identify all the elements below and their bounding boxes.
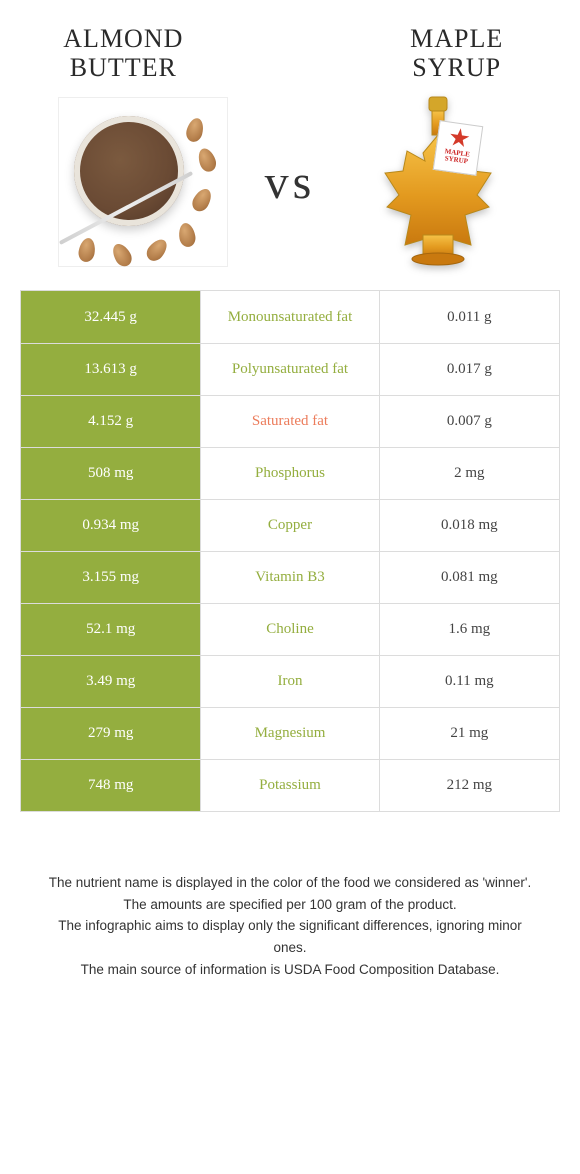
- nutrient-name: Choline: [200, 604, 379, 655]
- left-food-image: [40, 92, 245, 272]
- note-line: The infographic aims to display only the…: [40, 915, 540, 958]
- left-title-col: Almond butter: [40, 25, 207, 82]
- right-value: 0.11 mg: [380, 656, 559, 707]
- nutrient-name: Magnesium: [200, 708, 379, 759]
- almond-icon: [184, 117, 206, 144]
- table-row: 0.934 mgCopper0.018 mg: [21, 499, 559, 551]
- table-row: 3.49 mgIron0.11 mg: [21, 655, 559, 707]
- almond-icon: [77, 237, 97, 263]
- right-value: 1.6 mg: [380, 604, 559, 655]
- almond-butter-graphic: [58, 97, 228, 267]
- almond-icon: [189, 186, 215, 215]
- table-row: 52.1 mgCholine1.6 mg: [21, 603, 559, 655]
- note-line: The nutrient name is displayed in the co…: [40, 872, 540, 894]
- nutrient-name: Vitamin B3: [200, 552, 379, 603]
- left-value: 3.155 mg: [21, 552, 200, 603]
- table-row: 3.155 mgVitamin B30.081 mg: [21, 551, 559, 603]
- bowl-icon: [74, 116, 184, 226]
- left-value: 3.49 mg: [21, 656, 200, 707]
- footer-notes: The nutrient name is displayed in the co…: [0, 812, 580, 980]
- table-row: 279 mgMagnesium21 mg: [21, 707, 559, 759]
- left-value: 508 mg: [21, 448, 200, 499]
- right-value: 0.017 g: [380, 344, 559, 395]
- almond-icon: [195, 146, 218, 174]
- left-value: 13.613 g: [21, 344, 200, 395]
- left-value: 32.445 g: [21, 291, 200, 343]
- note-line: The amounts are specified per 100 gram o…: [40, 894, 540, 916]
- images-row: vs MAPLE SYRUP: [0, 92, 580, 290]
- maple-bottle-icon: [373, 95, 503, 270]
- nutrient-name: Polyunsaturated fat: [200, 344, 379, 395]
- right-value: 0.018 mg: [380, 500, 559, 551]
- almond-icon: [143, 236, 171, 265]
- right-value: 0.007 g: [380, 396, 559, 447]
- left-value: 4.152 g: [21, 396, 200, 447]
- table-row: 748 mgPotassium212 mg: [21, 759, 559, 811]
- table-row: 32.445 gMonounsaturated fat0.011 g: [21, 291, 559, 343]
- nutrient-name: Copper: [200, 500, 379, 551]
- vs-label: vs: [245, 155, 335, 210]
- nutrient-name: Phosphorus: [200, 448, 379, 499]
- bottle-tag: MAPLE SYRUP: [432, 120, 483, 176]
- almond-icon: [177, 222, 197, 248]
- right-value: 0.081 mg: [380, 552, 559, 603]
- right-value: 21 mg: [380, 708, 559, 759]
- right-value: 0.011 g: [380, 291, 559, 343]
- table-row: 4.152 gSaturated fat0.007 g: [21, 395, 559, 447]
- left-value: 748 mg: [21, 760, 200, 811]
- right-food-image: MAPLE SYRUP: [335, 92, 540, 272]
- maple-syrup-graphic: MAPLE SYRUP: [373, 95, 503, 270]
- right-value: 2 mg: [380, 448, 559, 499]
- right-title-col: Maple syrup: [373, 25, 540, 82]
- right-value: 212 mg: [380, 760, 559, 811]
- nutrient-name: Saturated fat: [200, 396, 379, 447]
- almond-icon: [109, 241, 135, 270]
- left-value: 279 mg: [21, 708, 200, 759]
- table-row: 13.613 gPolyunsaturated fat0.017 g: [21, 343, 559, 395]
- left-value: 52.1 mg: [21, 604, 200, 655]
- left-value: 0.934 mg: [21, 500, 200, 551]
- nutrient-name: Iron: [200, 656, 379, 707]
- note-line: The main source of information is USDA F…: [40, 959, 540, 981]
- nutrient-name: Monounsaturated fat: [200, 291, 379, 343]
- table-row: 508 mgPhosphorus2 mg: [21, 447, 559, 499]
- right-food-title: Maple syrup: [373, 25, 540, 82]
- header: Almond butter Maple syrup: [0, 0, 580, 92]
- nutrient-name: Potassium: [200, 760, 379, 811]
- comparison-table: 32.445 gMonounsaturated fat0.011 g13.613…: [20, 290, 560, 812]
- left-food-title: Almond butter: [40, 25, 207, 82]
